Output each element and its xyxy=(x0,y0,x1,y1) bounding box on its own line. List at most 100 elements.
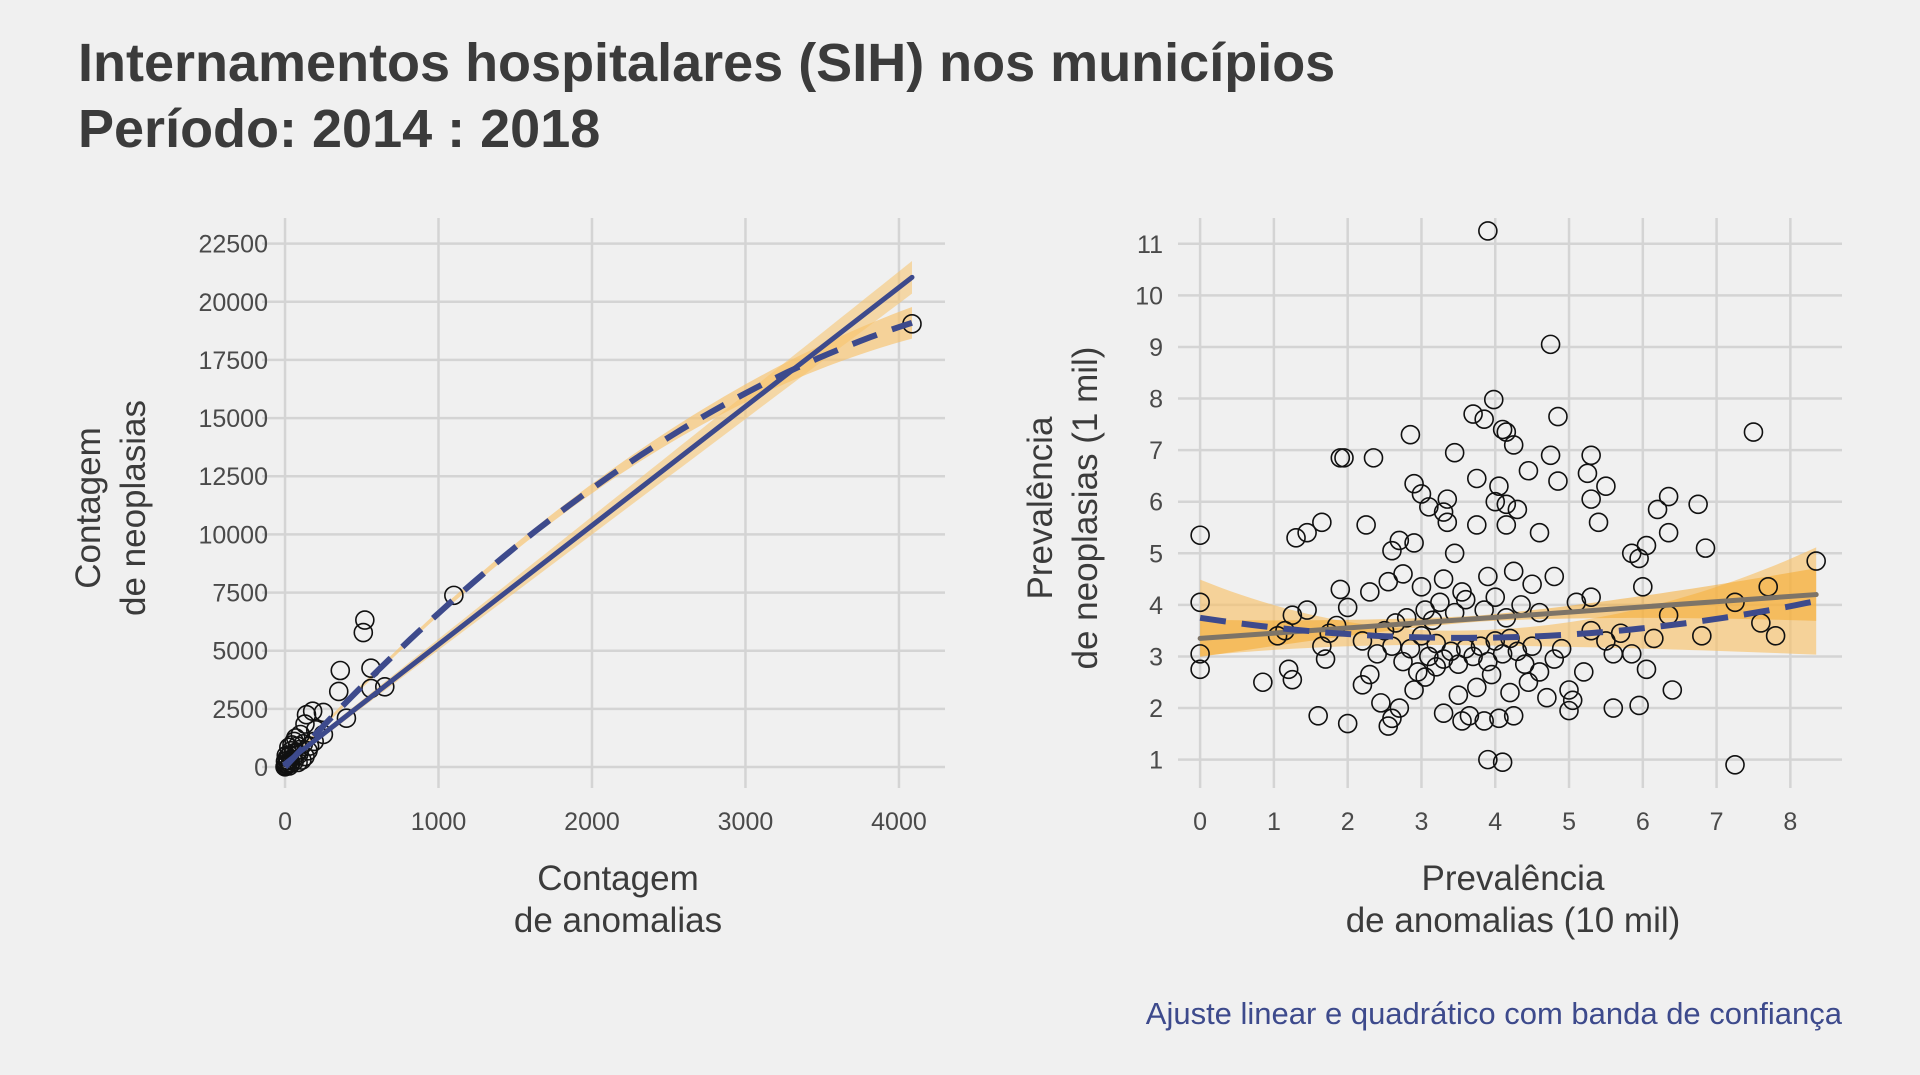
data-point xyxy=(1459,705,1480,726)
x-tick-label: 4000 xyxy=(871,808,927,836)
y-tick-label: 7 xyxy=(1149,437,1163,465)
y-tick-label: 10 xyxy=(1135,282,1163,310)
data-point xyxy=(1806,551,1826,571)
y-axis-title-line: Contagem xyxy=(69,427,108,588)
data-point xyxy=(1522,574,1542,595)
data-point xyxy=(1514,654,1535,674)
y-tick-label: 3 xyxy=(1149,643,1163,671)
data-point xyxy=(1588,512,1609,533)
data-point xyxy=(1352,675,1373,695)
chart-title-line-1: Internamentos hospitalares (SIH) nos mun… xyxy=(78,33,1336,93)
data-point xyxy=(1573,662,1594,682)
x-tick-label: 2 xyxy=(1341,808,1355,836)
data-point xyxy=(1356,515,1376,535)
data-point xyxy=(1282,669,1303,690)
chart-title-line-2: Período: 2014 : 2018 xyxy=(78,99,601,159)
y-tick-label: 11 xyxy=(1137,231,1163,259)
data-point xyxy=(1448,685,1469,705)
data-point xyxy=(1474,409,1494,429)
data-point xyxy=(1496,494,1517,515)
y-tick-label: 1 xyxy=(1149,747,1163,775)
data-point xyxy=(1644,628,1664,649)
data-point xyxy=(1437,512,1458,533)
data-point xyxy=(1452,582,1472,602)
data-point xyxy=(1485,491,1506,512)
x-tick-label: 3 xyxy=(1415,808,1429,836)
data-point xyxy=(1529,522,1550,543)
data-point xyxy=(1562,690,1583,711)
data-point xyxy=(1444,442,1465,463)
data-point xyxy=(1190,592,1210,613)
data-point xyxy=(1400,424,1421,445)
data-point xyxy=(353,622,374,643)
x-axis-title-line: Contagem xyxy=(537,859,698,898)
data-point xyxy=(1559,700,1579,721)
data-point xyxy=(1489,708,1509,729)
data-point xyxy=(1478,749,1498,770)
data-point xyxy=(1481,664,1502,685)
x-tick-label: 6 xyxy=(1636,808,1650,836)
data-point xyxy=(1363,448,1384,468)
data-point xyxy=(1478,566,1498,587)
x-axis-title-line: de anomalias (10 mil) xyxy=(1346,901,1681,940)
data-point xyxy=(1581,587,1601,607)
quadratic-confidence-band xyxy=(285,306,913,769)
data-point xyxy=(1463,646,1483,667)
data-point xyxy=(1371,693,1391,713)
quadratic-fit-line xyxy=(1199,598,1817,641)
data-point xyxy=(1467,468,1487,489)
data-point xyxy=(1470,636,1491,656)
data-point xyxy=(1474,711,1494,731)
data-point xyxy=(1407,662,1428,682)
data-point xyxy=(1559,680,1579,700)
data-point xyxy=(1658,522,1679,543)
x-tick-label: 1000 xyxy=(411,808,467,836)
data-point xyxy=(1577,463,1598,484)
data-point xyxy=(1478,221,1498,241)
data-point xyxy=(1190,659,1210,680)
data-point xyxy=(1334,448,1354,468)
data-point xyxy=(1492,644,1513,664)
data-point xyxy=(313,702,334,723)
data-point xyxy=(1315,649,1336,669)
data-point xyxy=(1282,605,1303,625)
y-tick-label: 15000 xyxy=(198,405,268,433)
y-tick-label: 2500 xyxy=(212,696,268,724)
data-point xyxy=(1382,540,1402,561)
x-tick-label: 1 xyxy=(1267,808,1281,836)
data-point xyxy=(374,676,395,697)
data-point xyxy=(1496,515,1517,535)
y-tick-label: 20000 xyxy=(198,289,268,317)
data-point xyxy=(1603,644,1624,664)
data-point xyxy=(1411,577,1432,597)
y-tick-label: 6 xyxy=(1149,489,1163,517)
data-point xyxy=(277,753,297,774)
data-point xyxy=(1647,499,1668,520)
data-point xyxy=(1548,471,1568,491)
y-tick-label: 5 xyxy=(1149,540,1163,568)
data-point xyxy=(1360,582,1380,602)
data-points xyxy=(275,314,922,777)
data-point xyxy=(275,751,296,772)
data-points xyxy=(1190,221,1826,775)
y-axis-title-line: de neoplasias xyxy=(114,400,153,616)
data-point xyxy=(1765,626,1786,646)
y-tick-label: 7500 xyxy=(212,580,268,608)
y-tick-label: 9 xyxy=(1149,334,1163,362)
data-point xyxy=(295,714,315,734)
linear-confidence-band xyxy=(1200,568,1817,657)
data-point xyxy=(1419,497,1439,517)
data-point xyxy=(1463,404,1483,424)
data-point xyxy=(1695,538,1716,558)
data-point xyxy=(1190,525,1210,546)
data-point xyxy=(1389,698,1410,718)
data-point xyxy=(1629,695,1649,716)
x-tick-label: 8 xyxy=(1783,808,1797,836)
data-point xyxy=(1544,649,1565,669)
data-point xyxy=(1483,389,1504,410)
x-tick-label: 7 xyxy=(1710,808,1724,836)
data-point xyxy=(1688,494,1708,515)
data-point xyxy=(1548,406,1568,427)
data-point xyxy=(1629,548,1649,569)
